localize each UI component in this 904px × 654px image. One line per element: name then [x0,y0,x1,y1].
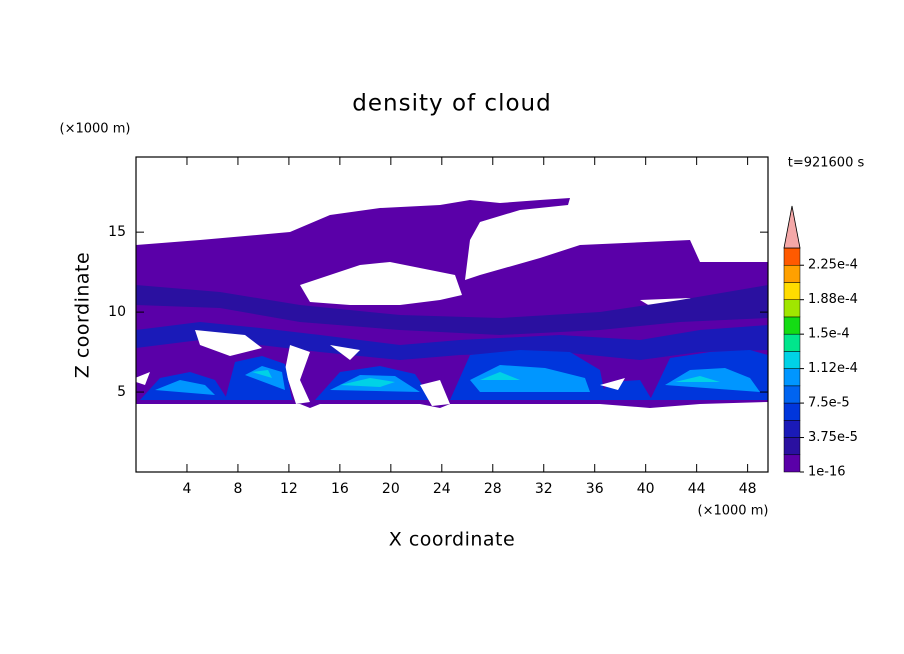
contour-field [130,198,768,408]
colorbar-band [783,351,801,369]
x-axis-label: X coordinate [389,529,515,551]
colorbar-tick-label: 1.88e-4 [808,292,858,307]
x-tick-label: 12 [280,481,298,497]
y-unit: (×1000 m) [60,122,131,137]
colorbar-band [783,368,801,387]
time-label: t=921600 s [788,156,865,171]
chart-title: density of cloud [352,91,551,117]
y-axis-label: Z coordinate [72,252,94,378]
colorbar-band [783,454,801,473]
x-tick-label: 20 [382,481,400,497]
colorbar-band [783,420,801,438]
colorbar-band [783,437,801,456]
colorbar-band [783,333,801,352]
x-tick-label: 48 [739,481,757,497]
colorbar-band [783,402,801,421]
colorbar-band [783,282,801,300]
colorbar-band [783,299,801,318]
x-tick-label: 4 [183,481,192,497]
x-tick-label: 24 [433,481,451,497]
y-tick-label: 5 [117,384,126,400]
y-tick-label: 15 [108,224,126,240]
colorbar-tick-label: 1e-16 [808,465,846,480]
colorbar-band [783,264,801,283]
x-tick-label: 28 [484,481,502,497]
colorbar-tick-label: 1.5e-4 [808,327,850,342]
colorbar-tick-label: 1.12e-4 [808,361,858,376]
colorbar-band [783,247,801,266]
x-tick-label: 40 [637,481,655,497]
x-tick-label: 8 [233,481,242,497]
colorbar-extend [783,205,801,249]
colorbar-tick-label: 7.5e-5 [808,396,850,411]
x-tick-label: 36 [586,481,604,497]
plot-frame [135,156,769,473]
colorbar-tick-label: 2.25e-4 [808,258,858,273]
x-unit: (×1000 m) [698,504,769,519]
colorbar-tick-label: 3.75e-5 [808,430,858,445]
colorbar-band [783,316,801,335]
y-tick-label: 10 [108,304,126,320]
colorbar-band [783,385,801,404]
x-tick-label: 44 [688,481,706,497]
x-tick-label: 16 [331,481,349,497]
x-tick-label: 32 [535,481,553,497]
